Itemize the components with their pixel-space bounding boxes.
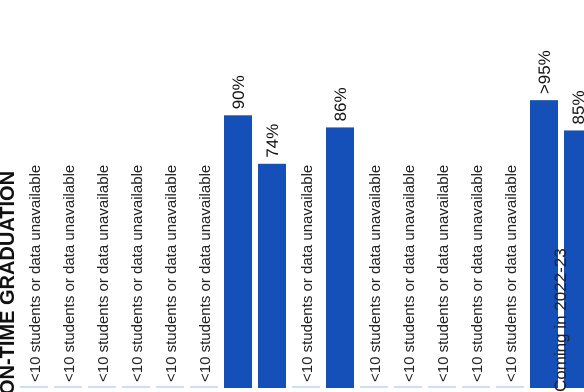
unavailable-label-14: <10 students or data unavailable — [503, 165, 520, 382]
unavailable-label-5: <10 students or data unavailable — [197, 165, 214, 382]
unavailable-label-1: <10 students or data unavailable — [61, 165, 78, 382]
value-label-6: 90% — [229, 75, 248, 109]
bar-stub-11 — [394, 386, 422, 388]
bar-stub-3 — [122, 386, 150, 388]
bar-9 — [326, 127, 354, 389]
bar-stub-0 — [20, 386, 48, 388]
coming-soon-note: Coming in 2022-23 — [551, 248, 570, 392]
unavailable-label-0: <10 students or data unavailable — [27, 165, 44, 382]
bar-stub-10 — [360, 386, 388, 388]
value-label-7: 74% — [263, 124, 282, 158]
bar-15 — [530, 100, 558, 389]
value-label-16: 85% — [569, 90, 584, 124]
chart-heading: ON-TIME GRADUATION — [0, 171, 19, 392]
unavailable-label-3: <10 students or data unavailable — [129, 165, 146, 382]
bar-stub-8 — [292, 386, 320, 388]
value-label-15: >95% — [535, 50, 554, 94]
unavailable-label-13: <10 students or data unavailable — [469, 165, 486, 382]
bar-stub-13 — [462, 386, 490, 388]
bars-group: <10 students or data unavailable <10 stud… — [20, 50, 584, 389]
bar-stub-4 — [156, 386, 184, 388]
bar-stub-1 — [54, 386, 82, 388]
bar-6 — [224, 115, 252, 389]
unavailable-label-8: <10 students or data unavailable — [299, 165, 316, 382]
bar-7 — [258, 163, 286, 388]
bar-stub-12 — [428, 386, 456, 388]
bar-stub-14 — [496, 386, 524, 388]
unavailable-label-11: <10 students or data unavailable — [401, 165, 418, 382]
unavailable-label-10: <10 students or data unavailable — [367, 165, 384, 382]
unavailable-label-4: <10 students or data unavailable — [163, 165, 180, 382]
chart-heading-text: ON-TIME GRADUATION — [0, 171, 19, 392]
unavailable-label-2: <10 students or data unavailable — [95, 165, 112, 382]
bar-stub-2 — [88, 386, 116, 388]
bar-16 — [564, 130, 584, 388]
unavailable-label-12: <10 students or data unavailable — [435, 165, 452, 382]
value-label-9: 86% — [331, 87, 350, 121]
bar-stub-5 — [190, 386, 218, 388]
